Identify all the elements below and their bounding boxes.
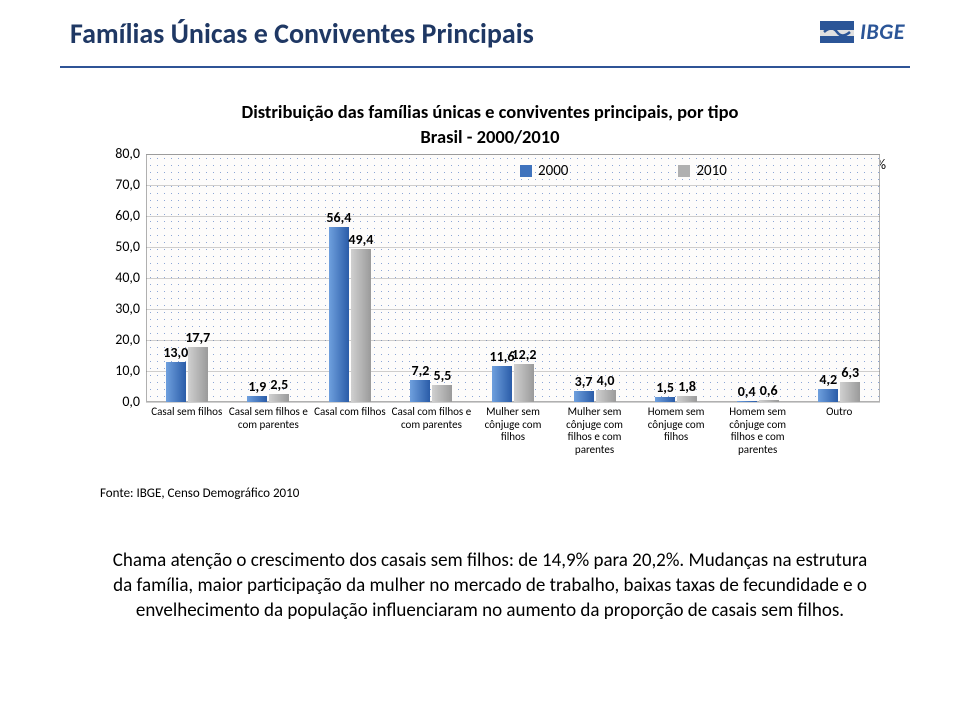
bar-2000: 4,2 xyxy=(818,389,838,402)
x-tick-label: Casal sem filhos xyxy=(146,406,228,419)
source-text: Fonte: IBGE, Censo Demográfico 2010 xyxy=(100,486,299,501)
bar-pair: 3,74,0 xyxy=(574,390,616,402)
bar-2000: 7,2 xyxy=(410,380,430,402)
x-tick-label: Homem sem cônjuge com filhos e com paren… xyxy=(717,406,799,457)
bar-value-label: 4,0 xyxy=(597,372,615,389)
bar-2010: 49,4 xyxy=(351,249,371,402)
bar-2000: 56,4 xyxy=(329,227,349,402)
header: Famílias Únicas e Conviventes Principais… xyxy=(0,0,960,68)
bar-value-label: 0,6 xyxy=(760,382,778,399)
y-tick-label: 10,0 xyxy=(100,362,140,379)
bar-pair: 4,26,3 xyxy=(818,382,860,402)
bar-value-label: 56,4 xyxy=(326,209,351,226)
bar-value-label: 4,2 xyxy=(819,371,837,388)
x-tick-label: Outro xyxy=(798,406,880,419)
chart: Distribuição das famílias únicas e convi… xyxy=(100,100,880,434)
bar-value-label: 49,4 xyxy=(348,231,373,248)
y-tick-label: 20,0 xyxy=(100,331,140,348)
bar-2010: 2,5 xyxy=(269,394,289,402)
header-underline xyxy=(60,66,910,68)
bar-value-label: 13,0 xyxy=(163,344,188,361)
bar-value-label: 17,7 xyxy=(185,329,210,346)
x-tick-label: Casal com filhos e com parentes xyxy=(390,406,472,431)
bar-2000: 13,0 xyxy=(166,362,186,402)
bar-2010: 4,0 xyxy=(596,390,616,402)
bar-value-label: 1,5 xyxy=(656,379,674,396)
x-tick-label: Casal sem filhos e com parentes xyxy=(227,406,309,431)
bar-value-label: 7,2 xyxy=(412,362,430,379)
y-tick-label: 80,0 xyxy=(100,145,140,162)
x-axis-labels: Casal sem filhosCasal sem filhos e com p… xyxy=(146,402,880,434)
x-tick-label: Homem sem cônjuge com filhos xyxy=(635,406,717,444)
bar-pair: 7,25,5 xyxy=(410,380,452,402)
ibge-logo-text: IBGE xyxy=(860,18,905,45)
ibge-logo-mark xyxy=(820,21,854,43)
y-tick-label: 60,0 xyxy=(100,207,140,224)
bar-pair: 1,92,5 xyxy=(247,394,289,402)
bar-pair: 56,449,4 xyxy=(329,227,371,402)
y-tick-label: 30,0 xyxy=(100,300,140,317)
bar-2010: 12,2 xyxy=(514,364,534,402)
bar-value-label: 3,7 xyxy=(575,373,593,390)
bar-value-label: 12,2 xyxy=(512,346,537,363)
y-tick-label: 50,0 xyxy=(100,238,140,255)
y-tick-label: 40,0 xyxy=(100,269,140,286)
x-tick-label: Mulher sem cônjuge com filhos e com pare… xyxy=(554,406,636,457)
bar-value-label: 1,8 xyxy=(678,378,696,395)
y-tick-label: 70,0 xyxy=(100,176,140,193)
body-paragraph: Chama atenção o crescimento dos casais s… xyxy=(110,548,870,623)
bar-pair: 13,017,7 xyxy=(166,347,208,402)
bar-value-label: 2,5 xyxy=(270,376,288,393)
plot-area: 0,010,020,030,040,050,060,070,080,0 2000… xyxy=(100,154,880,434)
bar-value-label: 5,5 xyxy=(434,367,452,384)
bar-value-label: 1,9 xyxy=(248,378,266,395)
bar-value-label: 6,3 xyxy=(841,364,859,381)
page-title: Famílias Únicas e Conviventes Principais xyxy=(70,16,534,51)
bar-2000: 11,6 xyxy=(492,366,512,402)
body-line1: Chama atenção o crescimento dos casais s… xyxy=(113,549,684,572)
x-tick-label: Mulher sem cônjuge com filhos xyxy=(472,406,554,444)
chart-title-line1: Distribuição das famílias únicas e convi… xyxy=(100,100,880,123)
bar-2000: 3,7 xyxy=(574,391,594,402)
bars-container: 13,017,71,92,556,449,47,25,511,612,23,74… xyxy=(146,154,880,402)
bar-2010: 6,3 xyxy=(840,382,860,402)
x-tick-label: Casal com filhos xyxy=(309,406,391,419)
ibge-logo: IBGE xyxy=(820,18,905,45)
bar-2010: 17,7 xyxy=(188,347,208,402)
y-tick-label: 0,0 xyxy=(100,393,140,410)
bar-pair: 11,612,2 xyxy=(492,364,534,402)
bar-value-label: 0,4 xyxy=(738,383,756,400)
bar-2010: 5,5 xyxy=(432,385,452,402)
chart-title-line2: Brasil - 2000/2010 xyxy=(100,125,880,148)
